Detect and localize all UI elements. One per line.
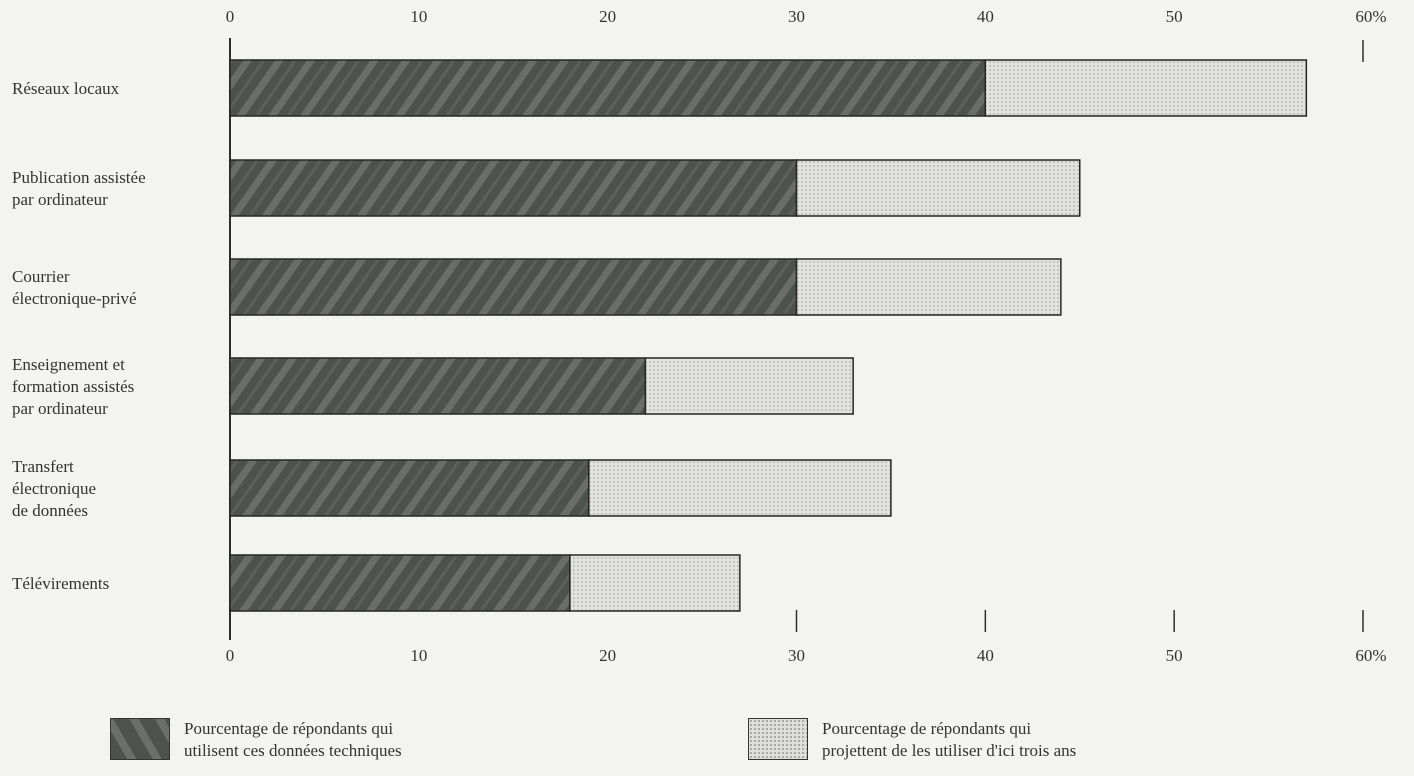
category-label: Courrier électronique-privé [12, 267, 137, 308]
x-tick-label-bottom: 50 [1166, 646, 1183, 665]
bar-planned [795, 258, 1062, 316]
category-label: Télévirements [12, 574, 109, 593]
bar-planned [795, 159, 1081, 217]
bar-used [229, 459, 590, 517]
x-tick-label-bottom: 0 [226, 646, 235, 665]
x-tick-label-top: 50 [1166, 7, 1183, 26]
category-label: Publication assistée par ordinateur [12, 168, 146, 209]
x-tick-label-top: 0 [226, 7, 235, 26]
x-tick-label-bottom: 20 [599, 646, 616, 665]
x-tick-label-bottom: 40 [977, 646, 994, 665]
bar-used [229, 59, 987, 117]
bar-planned [588, 459, 892, 517]
x-tick-label-top: 60% [1355, 7, 1386, 26]
bar-used [229, 258, 798, 316]
legend-item-planned: Pourcentage de répondants qui projettent… [748, 718, 1182, 762]
bar-planned [644, 357, 854, 415]
x-tick-label-top: 40 [977, 7, 994, 26]
category-label: Enseignement et formation assistés par ord… [12, 355, 134, 418]
x-tick-label-top: 20 [599, 7, 616, 26]
bar-used [229, 159, 798, 217]
legend-item-used: Pourcentage de répondants qui utilisent … [110, 718, 514, 762]
bar-used [229, 357, 647, 415]
x-tick-label-top: 30 [788, 7, 805, 26]
legend-label-planned-line-1: Pourcentage de répondants qui [822, 719, 1032, 738]
x-tick-label-bottom: 10 [410, 646, 427, 665]
x-tick-label-top: 10 [410, 7, 427, 26]
x-tick-label-bottom: 30 [788, 646, 805, 665]
bar-used [229, 554, 571, 612]
legend-label-planned-line-2: projettent de les utiliser d'ici trois a… [822, 741, 1077, 760]
x-tick-label-bottom: 60% [1355, 646, 1386, 665]
bar-planned [569, 554, 741, 612]
legend-swatch-planned [748, 718, 808, 760]
category-label: Transfert électronique de données [12, 457, 96, 520]
legend-label-used-line-2: utilisent ces données techniques [184, 741, 402, 760]
category-label: Réseaux locaux [12, 79, 120, 98]
legend-swatch-used [110, 718, 170, 760]
bar-planned [984, 59, 1308, 117]
legend-label-used-line-1: Pourcentage de répondants qui [184, 719, 394, 738]
